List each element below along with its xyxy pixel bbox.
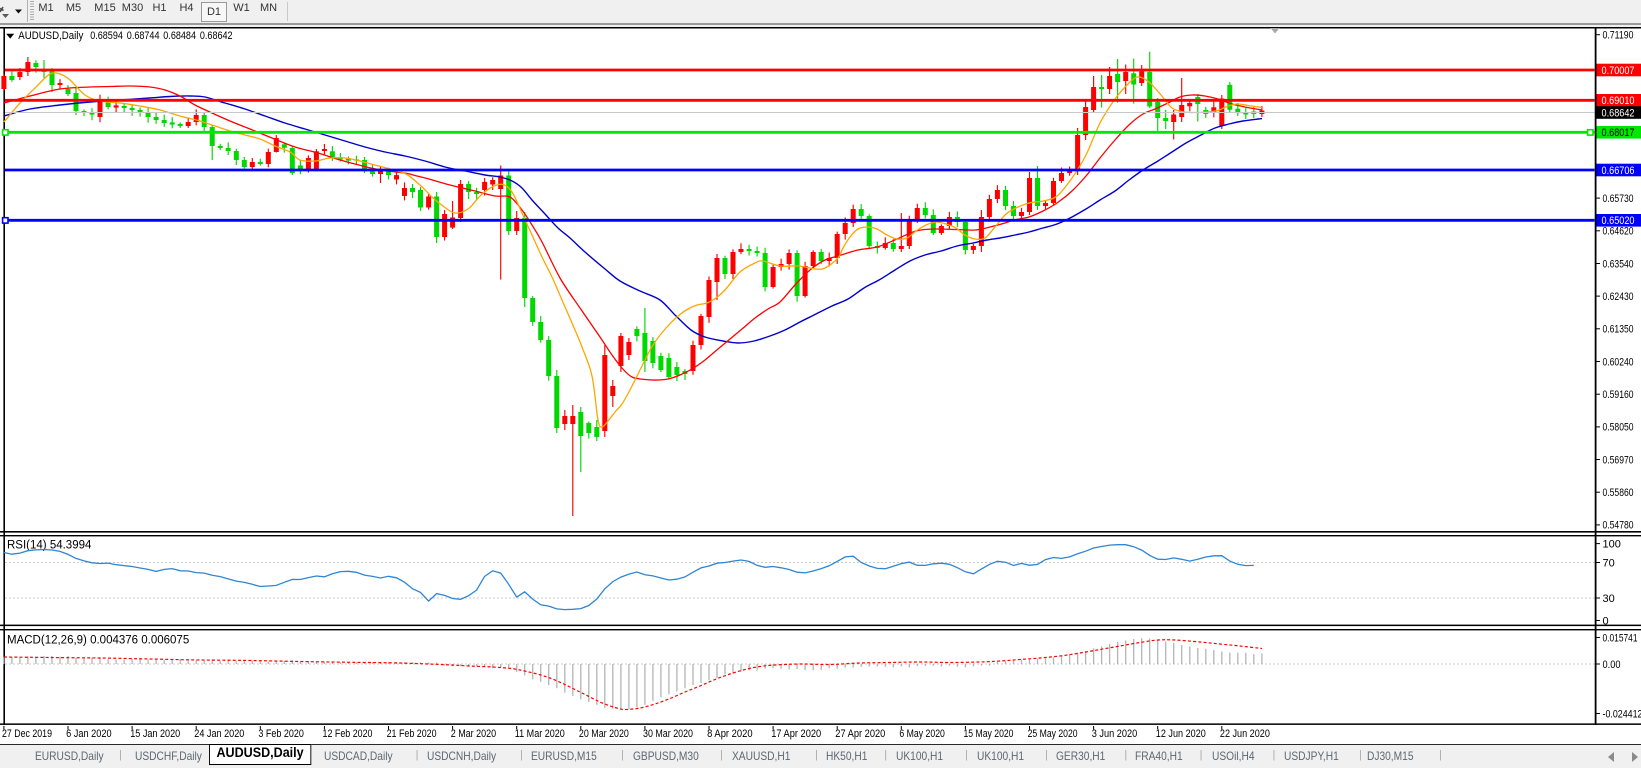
svg-text:27 Apr 2020: 27 Apr 2020 <box>835 728 885 740</box>
svg-text:0.60240: 0.60240 <box>1603 356 1634 368</box>
svg-text:0.00: 0.00 <box>1603 659 1621 671</box>
svg-text:70: 70 <box>1603 557 1615 569</box>
svg-text:0.56970: 0.56970 <box>1603 454 1634 466</box>
svg-text:0.54780: 0.54780 <box>1603 520 1634 532</box>
svg-text:0.62430: 0.62430 <box>1603 291 1634 303</box>
svg-text:0.65020: 0.65020 <box>1602 215 1635 227</box>
svg-text:0.68642: 0.68642 <box>1602 107 1635 119</box>
svg-text:15 May 2020: 15 May 2020 <box>964 728 1014 740</box>
svg-text:0.55860: 0.55860 <box>1603 487 1634 499</box>
svg-text:27 Dec 2019: 27 Dec 2019 <box>2 728 52 740</box>
svg-text:0.61350: 0.61350 <box>1603 324 1634 336</box>
svg-text:0.68017: 0.68017 <box>1602 127 1635 139</box>
svg-text:0.70007: 0.70007 <box>1602 65 1635 77</box>
svg-text:25 May 2020: 25 May 2020 <box>1028 728 1078 740</box>
svg-text:MACD(12,26,9) 0.004376 0.00607: MACD(12,26,9) 0.004376 0.006075 <box>7 635 189 647</box>
svg-text:AUDUSD,Daily: AUDUSD,Daily <box>18 30 83 42</box>
svg-text:17 Apr 2020: 17 Apr 2020 <box>771 728 821 740</box>
svg-text:15 Jan 2020: 15 Jan 2020 <box>130 728 180 740</box>
svg-text:0.63540: 0.63540 <box>1603 258 1634 270</box>
svg-text:12 Jun 2020: 12 Jun 2020 <box>1156 728 1206 740</box>
svg-text:0.68744: 0.68744 <box>127 30 160 42</box>
svg-text:0.59160: 0.59160 <box>1603 389 1634 401</box>
svg-text:3 Feb 2020: 3 Feb 2020 <box>258 728 304 740</box>
svg-text:6 May 2020: 6 May 2020 <box>899 728 945 740</box>
svg-text:0.68594: 0.68594 <box>90 30 123 42</box>
svg-text:0.71190: 0.71190 <box>1603 30 1634 42</box>
svg-text:0.015741: 0.015741 <box>1603 632 1638 644</box>
svg-text:-0.024412: -0.024412 <box>1603 708 1641 720</box>
svg-text:24 Jan 2020: 24 Jan 2020 <box>194 728 244 740</box>
svg-text:12 Feb 2020: 12 Feb 2020 <box>323 728 373 740</box>
svg-text:0.66706: 0.66706 <box>1602 165 1635 177</box>
svg-text:30: 30 <box>1603 593 1615 605</box>
svg-text:100: 100 <box>1603 538 1621 550</box>
svg-text:2 Mar 2020: 2 Mar 2020 <box>451 728 497 740</box>
svg-text:0.68642: 0.68642 <box>200 30 233 42</box>
svg-text:0.69010: 0.69010 <box>1602 95 1635 107</box>
svg-text:0.64620: 0.64620 <box>1603 226 1634 238</box>
svg-text:0.65730: 0.65730 <box>1603 193 1634 205</box>
svg-text:30 Mar 2020: 30 Mar 2020 <box>643 728 693 740</box>
svg-text:0.58050: 0.58050 <box>1603 422 1634 434</box>
svg-text:22 Jun 2020: 22 Jun 2020 <box>1220 728 1270 740</box>
svg-text:8 Apr 2020: 8 Apr 2020 <box>707 728 753 740</box>
svg-text:3 Jun 2020: 3 Jun 2020 <box>1092 728 1138 740</box>
svg-text:21 Feb 2020: 21 Feb 2020 <box>387 728 437 740</box>
svg-text:0.68484: 0.68484 <box>163 30 196 42</box>
svg-text:11 Mar 2020: 11 Mar 2020 <box>515 728 565 740</box>
svg-text:20 Mar 2020: 20 Mar 2020 <box>579 728 629 740</box>
svg-text:0: 0 <box>1603 615 1609 627</box>
svg-text:6 Jan 2020: 6 Jan 2020 <box>66 728 112 740</box>
